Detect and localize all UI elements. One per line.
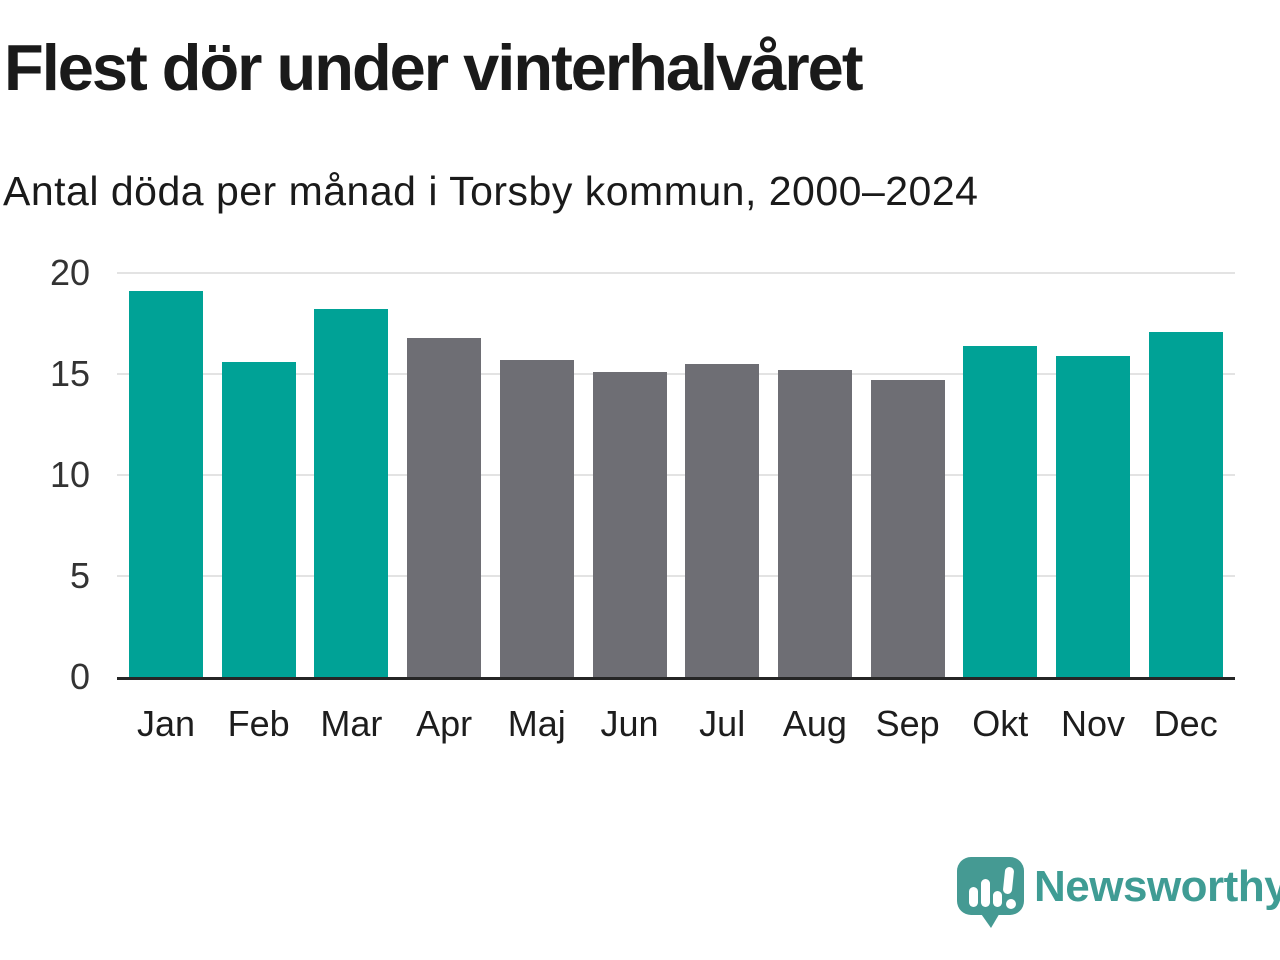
bar-aug: [777, 369, 852, 677]
y-tick-label-0: 0: [69, 656, 90, 697]
bar-dec: [1148, 331, 1223, 677]
logo-exclamation-icon: [1006, 899, 1016, 909]
logo-bar-chart-icon: [969, 887, 978, 907]
logo-text: Newsworthy: [1034, 862, 1280, 911]
x-tick-label-mar: Mar: [320, 703, 383, 744]
logo-bar-chart-icon: [981, 879, 990, 907]
y-tick-label-10: 10: [49, 454, 90, 495]
y-tick-label-5: 5: [69, 555, 90, 596]
logo-bar-chart-icon: [993, 891, 1002, 907]
newsworthy-logo[interactable]: Newsworthy: [957, 857, 1280, 928]
bar-maj: [499, 359, 574, 677]
bar-okt: [963, 345, 1038, 677]
gridline-5: [117, 575, 1235, 577]
x-tick-label-dec: Dec: [1153, 703, 1218, 744]
bar-jan: [129, 291, 203, 677]
speech-bubble-tail: [979, 911, 1001, 928]
x-tick-label-maj: Maj: [507, 703, 566, 744]
newsworthy-logo-icon: [957, 857, 1024, 928]
y-tick-label-20: 20: [49, 252, 90, 293]
y-tick-label-15: 15: [49, 353, 90, 394]
bar-nov: [1056, 355, 1130, 677]
gridline-10: [117, 474, 1235, 476]
x-tick-label-feb: Feb: [227, 703, 290, 744]
y-axis: 0 5 10 15 20: [0, 255, 90, 695]
bar-sep: [870, 380, 945, 677]
x-axis: Jan Feb Mar Apr Maj Jun Jul Aug Sep Okt Nov Dec: [117, 702, 1235, 752]
chart-title: Flest dör under vinterhalvåret: [4, 31, 863, 104]
x-tick-label-jun: Jun: [600, 703, 659, 744]
bar-mar: [314, 309, 389, 677]
bar-jun: [592, 371, 667, 677]
bar-feb: [221, 361, 296, 677]
x-tick-label-jul: Jul: [699, 703, 746, 744]
plot-area: [117, 272, 1235, 680]
x-tick-label-apr: Apr: [416, 703, 473, 744]
bar-jul: [685, 363, 760, 677]
chart-subtitle: Antal döda per månad i Torsby kommun, 20…: [3, 168, 979, 214]
x-tick-label-okt: Okt: [972, 703, 1029, 744]
x-tick-label-aug: Aug: [782, 703, 847, 744]
x-tick-label-jan: Jan: [136, 703, 196, 744]
x-axis-line: [117, 677, 1235, 680]
gridline-20: [117, 272, 1235, 274]
x-tick-label-nov: Nov: [1060, 703, 1126, 744]
bar-apr: [407, 337, 482, 677]
x-tick-label-sep: Sep: [875, 703, 940, 744]
gridline-15: [117, 373, 1235, 375]
